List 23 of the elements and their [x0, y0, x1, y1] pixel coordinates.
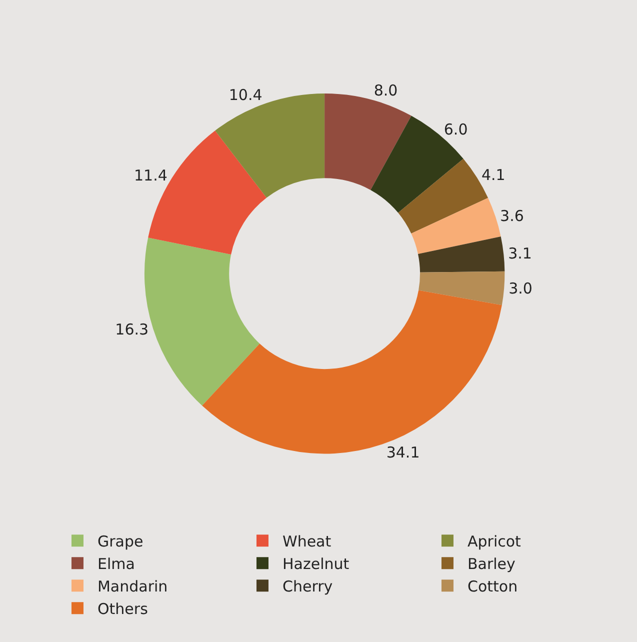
data-label: 3.1	[508, 244, 532, 263]
data-label: 11.4	[134, 166, 168, 185]
legend-label: Elma	[97, 554, 135, 573]
data-label: 34.1	[386, 443, 420, 462]
data-label: 8.0	[374, 82, 398, 100]
data-label: 16.3	[115, 320, 149, 339]
legend-label: Hazelnut	[282, 554, 350, 573]
legend-label: Wheat	[282, 532, 332, 550]
legend-label: Apricot	[467, 532, 522, 550]
legend-label: Mandarin	[97, 577, 168, 596]
data-label: 3.0	[508, 279, 532, 298]
data-label: 10.4	[228, 86, 262, 104]
data-label: 6.0	[444, 120, 468, 138]
donut-slice	[411, 198, 501, 254]
legend-label: Grape	[97, 532, 144, 550]
data-label: 4.1	[481, 166, 506, 184]
donut-slice	[418, 236, 505, 272]
donut-slice	[418, 271, 505, 306]
legend-label: Barley	[467, 554, 516, 573]
legend-label: Others	[97, 600, 148, 618]
legend-label: Cherry	[282, 577, 333, 596]
data-label: 3.6	[500, 206, 524, 225]
legend-label: Cotton	[467, 577, 518, 596]
